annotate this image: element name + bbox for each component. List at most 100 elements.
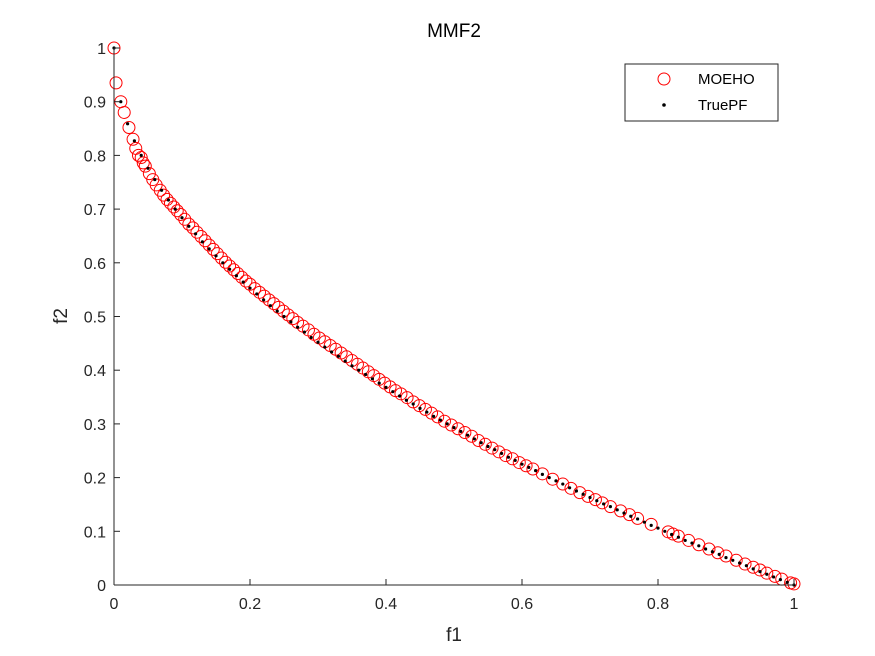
moeho-point	[535, 467, 549, 481]
truepf-point	[330, 350, 334, 354]
truepf-point	[554, 479, 558, 483]
truepf-point	[710, 550, 715, 554]
truepf-point	[513, 458, 517, 463]
moeho-point	[478, 437, 492, 451]
truepf-point	[214, 254, 218, 258]
moeho-point	[210, 247, 224, 261]
truepf-point	[228, 267, 232, 271]
truepf-point	[160, 188, 164, 192]
moeho-point	[153, 183, 167, 197]
truepf-point	[432, 414, 436, 418]
moeho-point	[134, 151, 148, 165]
truepf-point	[547, 476, 551, 480]
y-tick-label: 0.7	[84, 202, 106, 219]
x-tick-label: 0.8	[647, 596, 669, 613]
y-tick-label: 0.1	[84, 524, 106, 541]
moeho-point	[126, 132, 140, 146]
moeho-point	[167, 200, 181, 214]
x-tick-label: 0.4	[375, 596, 397, 613]
moeho-point	[227, 263, 241, 277]
legend: MOEHO TruePF	[624, 63, 779, 122]
moeho-point	[186, 221, 200, 235]
moeho-point	[556, 477, 570, 491]
truepf-point	[207, 247, 211, 251]
truepf-point	[629, 514, 633, 518]
moeho-point	[768, 569, 782, 583]
truepf-point	[166, 198, 170, 202]
moeho-point	[202, 238, 216, 252]
truepf-point	[540, 472, 545, 476]
truepf-point	[350, 364, 354, 368]
moeho-point	[666, 527, 680, 541]
moeho-point	[406, 395, 420, 409]
moeho-point	[729, 553, 743, 567]
moeho-point	[223, 259, 237, 273]
moeho-point	[190, 225, 204, 239]
moeho-point	[136, 156, 150, 170]
truepf-point	[364, 372, 368, 377]
truepf-point	[656, 526, 660, 530]
moeho-point	[564, 481, 578, 495]
truepf-point	[595, 499, 599, 503]
truepf-point	[690, 541, 694, 545]
moeho-point	[746, 560, 760, 574]
plot-area	[114, 48, 794, 585]
y-axis-ticks: 0 0.1 0.2 0.3 0.4 0.5 0.6 0.7 0.8 0.9 1	[84, 41, 120, 595]
moeho-point	[787, 577, 801, 591]
moeho-point	[412, 399, 426, 413]
y-tick-label: 0.2	[84, 471, 106, 488]
truepf-point	[765, 572, 769, 576]
x-tick-label: 0	[110, 596, 119, 613]
moeho-point	[131, 148, 145, 162]
moeho-point	[182, 217, 196, 231]
truepf-point	[574, 489, 579, 493]
moeho-point	[573, 486, 587, 500]
moeho-point	[174, 207, 188, 221]
truepf-point	[404, 398, 408, 402]
moeho-point	[257, 289, 271, 303]
legend-box	[624, 63, 779, 122]
legend-label-moeho: MOEHO	[698, 71, 755, 88]
moeho-point	[644, 517, 658, 531]
truepf-point	[724, 556, 728, 560]
moeho-point	[122, 120, 136, 134]
truepf-point	[377, 381, 381, 385]
truepf-point	[520, 462, 524, 466]
truepf-point	[615, 508, 619, 512]
truepf-point	[500, 451, 504, 456]
moeho-point	[614, 504, 628, 518]
moeho-point	[160, 192, 174, 206]
truepf-point	[602, 502, 606, 506]
legend-marker-truepf	[662, 103, 666, 107]
truepf-point	[758, 569, 762, 574]
moeho-point	[214, 251, 228, 265]
truepf-point	[581, 492, 585, 496]
truepf-point	[357, 368, 361, 372]
x-axis-ticks: 0 0.2 0.4 0.6 0.8 1	[110, 579, 799, 613]
truepf-point	[459, 429, 463, 434]
truepf-point	[296, 325, 300, 329]
moeho-point	[505, 452, 519, 466]
moeho-point	[622, 508, 636, 522]
moeho-point	[267, 297, 281, 311]
truepf-point	[398, 394, 402, 398]
truepf-point	[472, 437, 476, 441]
truepf-point	[676, 535, 681, 539]
truepf-point	[466, 433, 470, 437]
truepf-point	[289, 320, 293, 324]
truepf-point	[418, 406, 422, 410]
moeho-point	[253, 285, 267, 299]
truepf-point	[588, 495, 592, 500]
moeho-point	[458, 425, 472, 439]
moeho-point	[471, 434, 485, 448]
moeho-point	[519, 459, 533, 473]
truepf-point	[527, 465, 531, 469]
moeho-point	[272, 300, 286, 314]
moeho-point	[138, 159, 152, 173]
y-tick-label: 0.5	[84, 310, 106, 327]
moeho-point	[760, 566, 774, 580]
truepf-point	[649, 523, 653, 527]
truepf-point	[561, 482, 565, 486]
y-tick-label: 0.9	[84, 95, 106, 112]
